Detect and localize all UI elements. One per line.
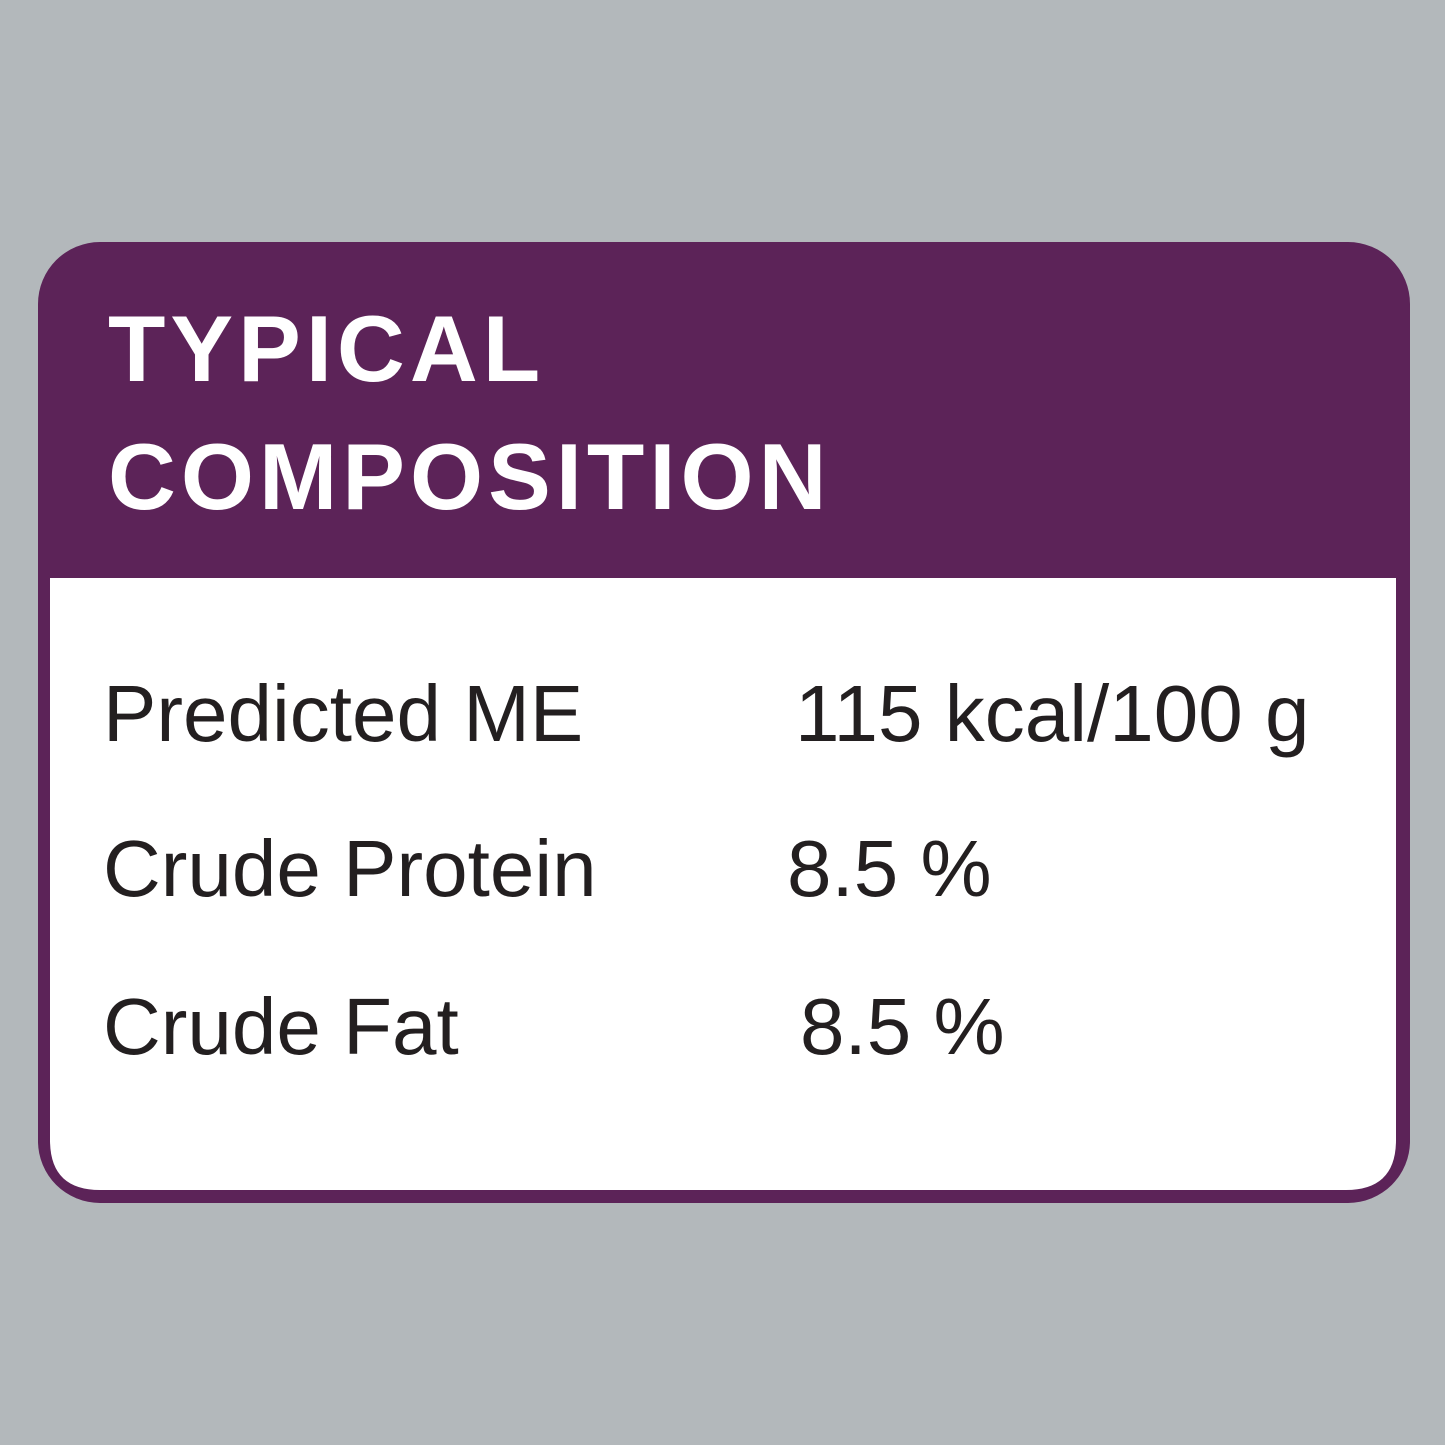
composition-rows: Predicted ME 115 kcal/100 g Crude Protein 8… — [103, 669, 1309, 1071]
title-line: TYPICAL — [108, 296, 545, 401]
row-value: 115 kcal/100 g — [795, 669, 1309, 758]
row-label: Crude Fat — [103, 982, 459, 1071]
row-label: Crude Protein — [103, 824, 597, 913]
card-body — [50, 578, 1396, 1190]
title-line: COMPOSITION — [108, 424, 831, 529]
row-label: Predicted ME — [103, 669, 583, 758]
row-value: 8.5 % — [800, 982, 1005, 1071]
row-value: 8.5 % — [787, 824, 992, 913]
